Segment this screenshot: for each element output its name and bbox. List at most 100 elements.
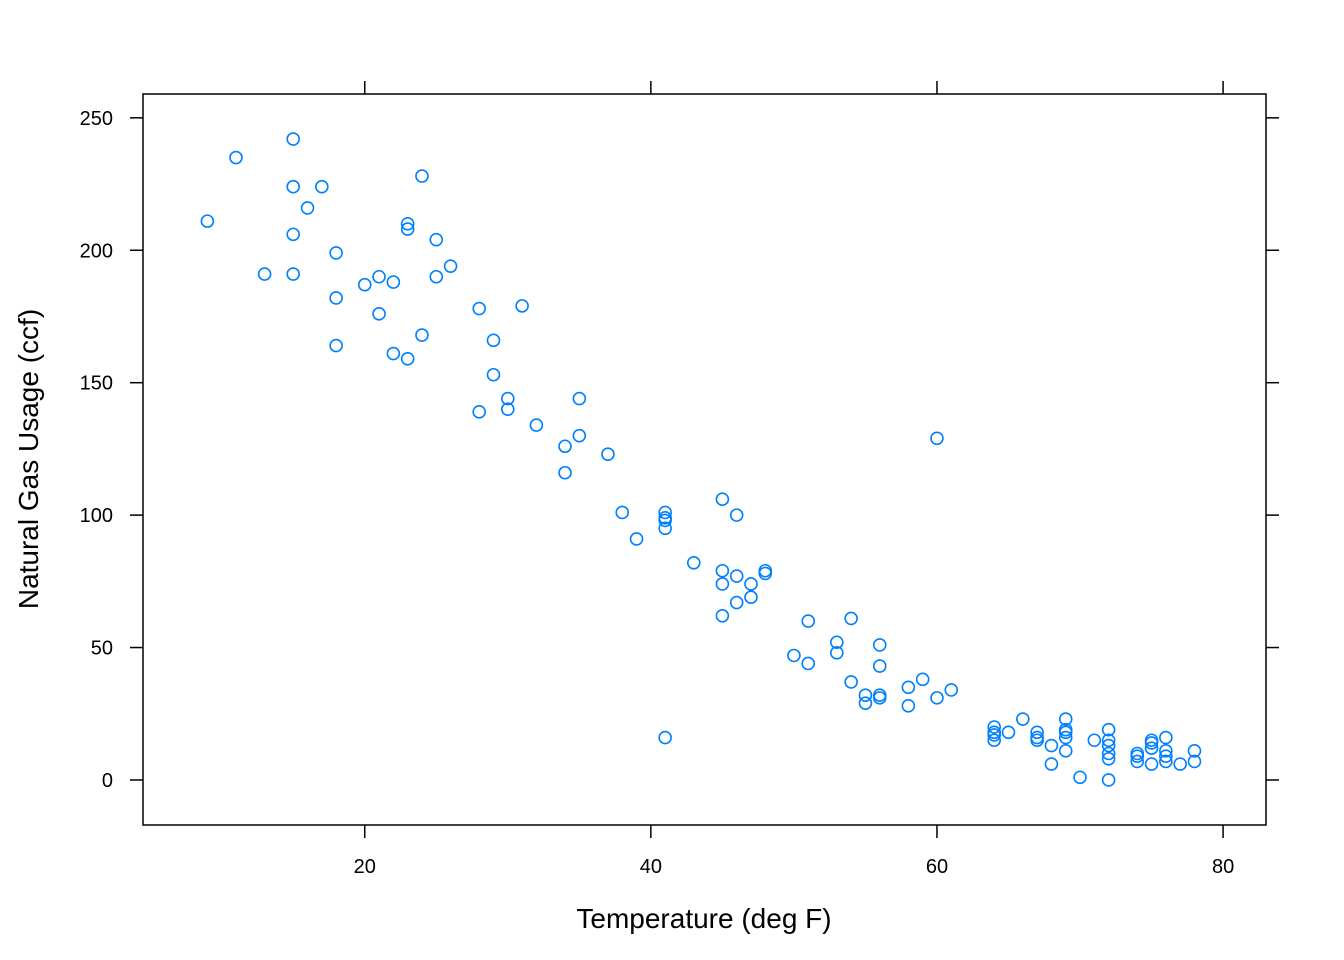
data-point bbox=[300, 201, 315, 215]
data-point bbox=[1058, 744, 1073, 758]
data-point bbox=[629, 532, 644, 546]
data-point bbox=[744, 590, 758, 605]
x-tick-label: 80 bbox=[1212, 856, 1234, 878]
data-point bbox=[429, 269, 444, 284]
data-point bbox=[944, 683, 959, 697]
data-point bbox=[443, 259, 458, 273]
data-point bbox=[715, 577, 730, 591]
data-point bbox=[987, 720, 1001, 734]
data-point bbox=[1187, 754, 1202, 769]
data-point bbox=[1030, 725, 1044, 740]
data-point bbox=[1159, 744, 1173, 758]
data-point bbox=[500, 402, 515, 416]
data-points bbox=[200, 132, 1202, 787]
x-tick-label: 60 bbox=[926, 856, 948, 878]
data-point bbox=[830, 646, 844, 660]
data-point bbox=[930, 431, 944, 446]
data-point bbox=[1130, 754, 1145, 769]
data-point bbox=[200, 214, 215, 228]
data-point bbox=[572, 428, 587, 443]
data-point bbox=[286, 227, 301, 242]
axis-tick-labels: 20 40 60 80 0 50 100 150 200 250 bbox=[80, 108, 1235, 878]
data-point bbox=[801, 656, 816, 671]
y-axis-title: Natural Gas Usage (ccf) bbox=[13, 309, 44, 609]
data-point bbox=[858, 688, 873, 703]
data-point bbox=[329, 291, 343, 305]
data-point bbox=[872, 659, 887, 673]
data-point bbox=[572, 391, 587, 406]
data-point bbox=[744, 577, 758, 591]
x-tick-label: 20 bbox=[354, 856, 376, 878]
y-tick-label: 100 bbox=[80, 505, 113, 527]
data-point bbox=[386, 275, 401, 289]
data-point bbox=[729, 508, 744, 522]
data-point bbox=[372, 269, 386, 284]
data-point bbox=[229, 150, 243, 165]
data-point bbox=[286, 179, 301, 194]
data-point bbox=[658, 505, 672, 520]
data-point bbox=[500, 391, 515, 406]
data-point bbox=[872, 638, 887, 652]
data-point bbox=[729, 569, 744, 583]
data-point bbox=[486, 367, 501, 382]
x-axis-title: Temperature (deg F) bbox=[576, 903, 831, 934]
data-point bbox=[1058, 725, 1073, 740]
data-point bbox=[1159, 730, 1173, 745]
data-point bbox=[830, 635, 844, 650]
data-point bbox=[715, 563, 730, 578]
data-point bbox=[686, 555, 701, 570]
y-tick-label: 200 bbox=[80, 240, 113, 262]
data-point bbox=[1101, 738, 1116, 753]
data-point bbox=[844, 675, 858, 689]
data-point bbox=[1173, 757, 1187, 771]
data-point bbox=[1101, 746, 1116, 761]
data-point bbox=[286, 267, 301, 281]
y-tick-label: 150 bbox=[80, 373, 113, 395]
data-point bbox=[400, 222, 415, 236]
data-point bbox=[1087, 733, 1102, 748]
y-tick-label: 0 bbox=[102, 770, 113, 792]
data-point bbox=[558, 439, 572, 454]
data-point bbox=[758, 563, 773, 578]
x-tick-label: 40 bbox=[640, 856, 662, 878]
data-point bbox=[329, 246, 343, 260]
data-point bbox=[901, 699, 916, 713]
data-point bbox=[1130, 749, 1145, 763]
data-point bbox=[901, 680, 916, 695]
data-point bbox=[987, 733, 1001, 748]
data-point bbox=[872, 688, 887, 703]
data-point bbox=[415, 169, 429, 183]
data-point bbox=[930, 691, 944, 705]
data-point bbox=[858, 696, 873, 710]
data-point bbox=[372, 307, 386, 321]
data-point bbox=[915, 672, 930, 687]
data-point bbox=[415, 328, 429, 342]
data-point bbox=[1044, 738, 1059, 753]
data-point bbox=[1044, 757, 1059, 771]
data-point bbox=[715, 608, 730, 623]
data-point bbox=[1001, 725, 1016, 740]
data-point bbox=[1058, 712, 1073, 726]
y-tick-label: 50 bbox=[91, 638, 113, 660]
data-point bbox=[658, 521, 672, 536]
data-point bbox=[486, 333, 501, 348]
data-point bbox=[257, 267, 272, 281]
data-point bbox=[529, 418, 544, 432]
data-point bbox=[1073, 770, 1087, 785]
data-point bbox=[729, 595, 744, 610]
data-point bbox=[1101, 773, 1116, 787]
data-point bbox=[472, 301, 486, 316]
y-tick-label: 250 bbox=[80, 108, 113, 130]
data-point bbox=[1144, 757, 1159, 771]
data-point bbox=[1016, 712, 1030, 726]
data-point bbox=[872, 691, 887, 705]
data-point bbox=[315, 179, 329, 194]
data-point bbox=[987, 728, 1001, 742]
data-point bbox=[429, 232, 444, 247]
data-point bbox=[400, 216, 415, 231]
data-point bbox=[758, 566, 773, 581]
data-point bbox=[658, 513, 672, 528]
axis-ticks bbox=[130, 81, 1279, 838]
data-point bbox=[558, 465, 572, 480]
data-point bbox=[1058, 730, 1073, 745]
